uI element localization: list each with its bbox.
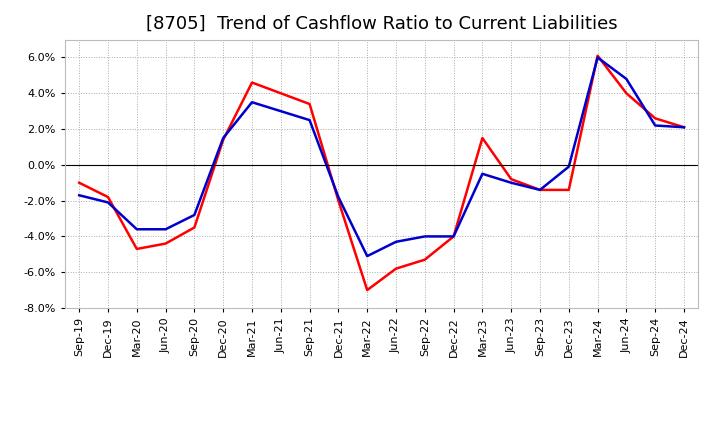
- Operating CF to Current Liabilities: [507, 176, 516, 182]
- Free CF to Current Liabilities: [334, 194, 343, 200]
- Free CF to Current Liabilities: [132, 227, 141, 232]
- Operating CF to Current Liabilities: [363, 287, 372, 293]
- Operating CF to Current Liabilities: [680, 125, 688, 130]
- Operating CF to Current Liabilities: [305, 101, 314, 106]
- Free CF to Current Liabilities: [651, 123, 660, 128]
- Operating CF to Current Liabilities: [593, 53, 602, 59]
- Operating CF to Current Liabilities: [276, 91, 285, 96]
- Free CF to Current Liabilities: [104, 200, 112, 205]
- Free CF to Current Liabilities: [219, 136, 228, 141]
- Operating CF to Current Liabilities: [75, 180, 84, 185]
- Operating CF to Current Liabilities: [536, 187, 544, 193]
- Operating CF to Current Liabilities: [564, 187, 573, 193]
- Operating CF to Current Liabilities: [420, 257, 429, 262]
- Operating CF to Current Liabilities: [478, 136, 487, 141]
- Free CF to Current Liabilities: [622, 76, 631, 81]
- Free CF to Current Liabilities: [161, 227, 170, 232]
- Free CF to Current Liabilities: [305, 117, 314, 123]
- Operating CF to Current Liabilities: [104, 194, 112, 200]
- Operating CF to Current Liabilities: [392, 266, 400, 271]
- Operating CF to Current Liabilities: [161, 241, 170, 246]
- Free CF to Current Liabilities: [449, 234, 458, 239]
- Free CF to Current Liabilities: [680, 125, 688, 130]
- Free CF to Current Liabilities: [363, 253, 372, 259]
- Free CF to Current Liabilities: [478, 171, 487, 176]
- Free CF to Current Liabilities: [75, 193, 84, 198]
- Free CF to Current Liabilities: [392, 239, 400, 245]
- Free CF to Current Liabilities: [276, 109, 285, 114]
- Line: Operating CF to Current Liabilities: Operating CF to Current Liabilities: [79, 56, 684, 290]
- Free CF to Current Liabilities: [507, 180, 516, 185]
- Free CF to Current Liabilities: [564, 164, 573, 169]
- Line: Free CF to Current Liabilities: Free CF to Current Liabilities: [79, 58, 684, 256]
- Operating CF to Current Liabilities: [132, 246, 141, 252]
- Operating CF to Current Liabilities: [219, 137, 228, 143]
- Operating CF to Current Liabilities: [334, 198, 343, 203]
- Operating CF to Current Liabilities: [622, 91, 631, 96]
- Operating CF to Current Liabilities: [248, 80, 256, 85]
- Free CF to Current Liabilities: [420, 234, 429, 239]
- Free CF to Current Liabilities: [536, 187, 544, 193]
- Free CF to Current Liabilities: [593, 55, 602, 60]
- Free CF to Current Liabilities: [248, 99, 256, 105]
- Title: [8705]  Trend of Cashflow Ratio to Current Liabilities: [8705] Trend of Cashflow Ratio to Curren…: [145, 15, 618, 33]
- Operating CF to Current Liabilities: [651, 116, 660, 121]
- Operating CF to Current Liabilities: [449, 234, 458, 239]
- Free CF to Current Liabilities: [190, 213, 199, 218]
- Operating CF to Current Liabilities: [190, 225, 199, 230]
